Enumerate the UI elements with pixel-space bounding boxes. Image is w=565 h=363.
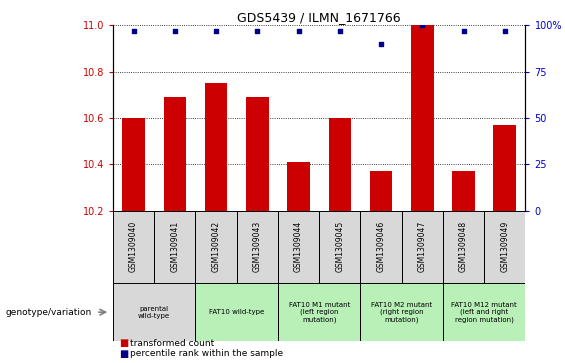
Point xyxy=(171,28,180,34)
Bar xyxy=(195,211,237,283)
Bar xyxy=(319,211,360,283)
Text: GSM1309047: GSM1309047 xyxy=(418,221,427,273)
Text: GSM1309041: GSM1309041 xyxy=(171,221,179,272)
Text: genotype/variation: genotype/variation xyxy=(6,308,92,317)
Text: percentile rank within the sample: percentile rank within the sample xyxy=(130,350,283,358)
Bar xyxy=(163,97,186,211)
Bar xyxy=(328,118,351,211)
Text: ■: ■ xyxy=(119,349,128,359)
Point xyxy=(335,28,344,34)
Bar xyxy=(278,211,319,283)
Point xyxy=(294,28,303,34)
Text: ■: ■ xyxy=(119,338,128,348)
Bar xyxy=(278,283,360,341)
Bar xyxy=(122,118,145,211)
Bar xyxy=(205,83,228,211)
Text: GSM1309046: GSM1309046 xyxy=(377,221,385,273)
Point xyxy=(211,28,220,34)
Bar xyxy=(402,211,443,283)
Point xyxy=(459,28,468,34)
Bar xyxy=(154,211,195,283)
Text: FAT10 M1 mutant
(left region
mutation): FAT10 M1 mutant (left region mutation) xyxy=(289,302,350,323)
Bar xyxy=(360,283,443,341)
Bar xyxy=(360,211,402,283)
Bar xyxy=(237,211,278,283)
Text: GSM1309045: GSM1309045 xyxy=(336,221,344,273)
Text: GSM1309042: GSM1309042 xyxy=(212,221,220,272)
Bar xyxy=(493,125,516,211)
Point xyxy=(376,41,385,47)
Text: GSM1309048: GSM1309048 xyxy=(459,221,468,272)
Bar xyxy=(246,97,269,211)
Bar xyxy=(452,171,475,211)
Point xyxy=(418,23,427,28)
Text: GSM1309043: GSM1309043 xyxy=(253,221,262,273)
Bar xyxy=(113,211,154,283)
Text: FAT10 M2 mutant
(right region
mutation): FAT10 M2 mutant (right region mutation) xyxy=(371,302,432,323)
Bar xyxy=(411,25,434,211)
Bar xyxy=(370,171,393,211)
Bar xyxy=(484,211,525,283)
Title: GDS5439 / ILMN_1671766: GDS5439 / ILMN_1671766 xyxy=(237,11,401,24)
Point xyxy=(501,28,510,34)
Bar xyxy=(287,162,310,211)
Bar xyxy=(113,283,195,341)
Text: transformed count: transformed count xyxy=(130,339,214,347)
Text: GSM1309049: GSM1309049 xyxy=(501,221,509,273)
Point xyxy=(129,28,138,34)
Bar xyxy=(443,211,484,283)
Point xyxy=(253,28,262,34)
Text: GSM1309040: GSM1309040 xyxy=(129,221,138,273)
Text: parental
wild-type: parental wild-type xyxy=(138,306,170,319)
Bar xyxy=(195,283,278,341)
Text: GSM1309044: GSM1309044 xyxy=(294,221,303,273)
Text: FAT10 wild-type: FAT10 wild-type xyxy=(209,309,264,315)
Text: FAT10 M12 mutant
(left and right
region mutation): FAT10 M12 mutant (left and right region … xyxy=(451,302,517,323)
Bar xyxy=(443,283,525,341)
